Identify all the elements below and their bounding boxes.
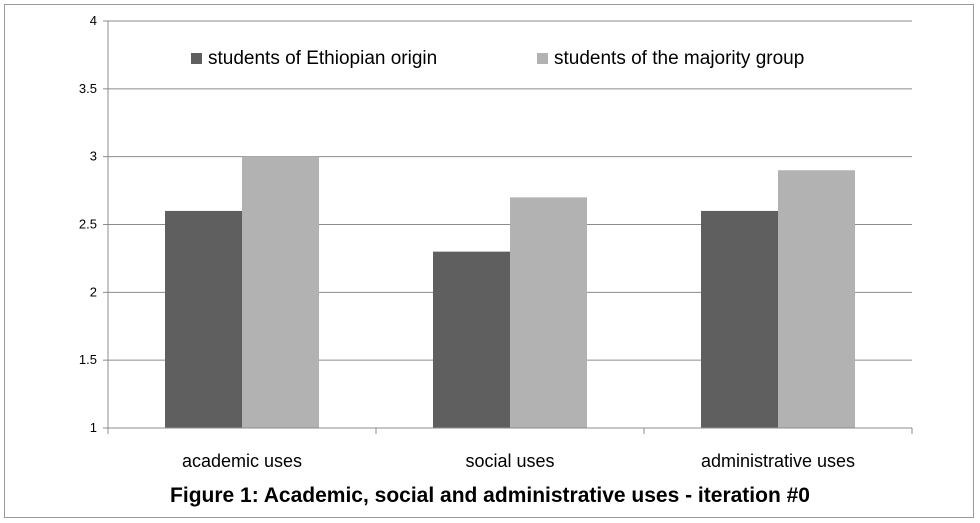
bar-majority-group	[510, 197, 587, 428]
y-tick-label: 3	[90, 149, 97, 164]
y-tick-label: 1.5	[79, 352, 97, 367]
bar-ethiopian-origin	[165, 210, 242, 428]
legend-label: students of the majority group	[554, 48, 804, 69]
bar-majority-group	[242, 156, 319, 428]
legend-swatch	[191, 53, 202, 64]
bar-ethiopian-origin	[701, 210, 778, 428]
bar-ethiopian-origin	[433, 251, 510, 428]
y-tick-label: 2	[90, 284, 97, 299]
y-tick-label: 3.5	[79, 81, 97, 96]
x-category-label: academic uses	[182, 451, 302, 471]
legend: students of Ethiopian origin students of …	[191, 48, 804, 69]
legend-label: students of Ethiopian origin	[208, 48, 437, 69]
x-category-label: social uses	[465, 451, 554, 471]
y-tick-label: 2.5	[79, 217, 97, 232]
legend-swatch	[537, 53, 548, 64]
bars	[165, 156, 855, 428]
figure-caption: Figure 1: Academic, social and administr…	[170, 484, 810, 507]
x-category-label: administrative uses	[701, 451, 855, 471]
bar-majority-group	[778, 170, 855, 428]
axes: 1 1.5 2 2.5 3 3.5 4 academic uses social uses adm…	[79, 13, 913, 471]
y-tick-label: 4	[90, 13, 97, 28]
y-tick-label: 1	[90, 420, 97, 435]
